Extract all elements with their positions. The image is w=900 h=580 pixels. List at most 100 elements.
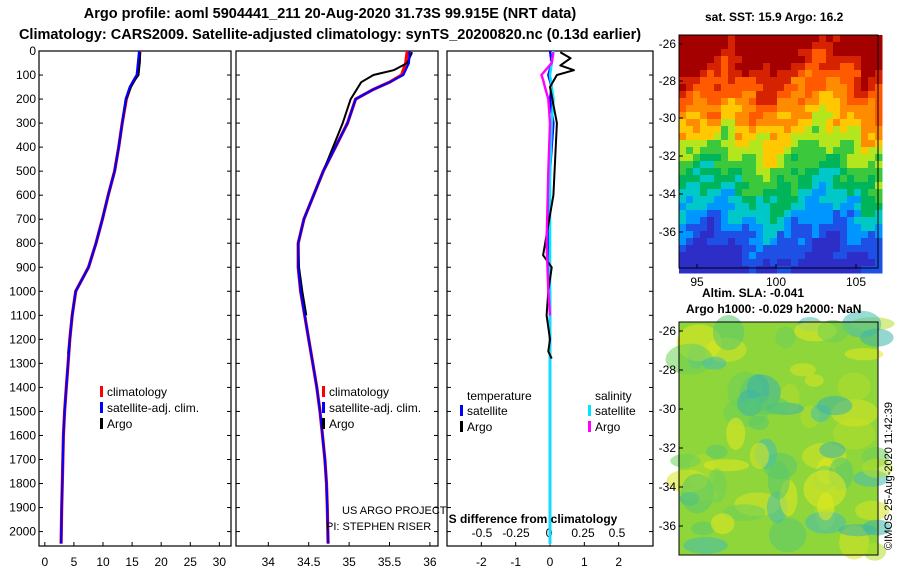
sla-blob <box>705 444 728 459</box>
sst-cell <box>777 112 785 120</box>
sst-cell <box>805 238 813 246</box>
sst-cell <box>693 42 701 50</box>
sst-cell <box>714 70 722 78</box>
sst-cell <box>784 147 792 155</box>
sst-cell <box>875 252 883 260</box>
sst-cell <box>847 105 855 113</box>
sst-cell <box>805 245 813 253</box>
sst-cell <box>679 63 687 71</box>
sst-cell <box>812 154 820 162</box>
sst-cell <box>819 238 827 246</box>
x-tick-label: -1 <box>510 555 521 569</box>
y-tick-label: 900 <box>16 260 36 274</box>
sst-cell <box>777 84 785 92</box>
sst-cell <box>798 259 806 267</box>
sst-cell <box>875 196 883 204</box>
x-tick-secondary-label: 0.25 <box>571 526 595 540</box>
sst-cell <box>700 175 708 183</box>
sst-cell <box>826 189 834 197</box>
sst-cell <box>798 42 806 50</box>
sst-cell <box>833 35 841 43</box>
sst-cell <box>784 119 792 127</box>
sst-cell <box>784 63 792 71</box>
sst-cell <box>707 196 715 204</box>
sst-cell <box>707 266 715 274</box>
sst-cell <box>707 231 715 239</box>
sst-cell <box>847 56 855 64</box>
sst-cell <box>819 161 827 169</box>
sst-cell <box>791 49 799 57</box>
sst-cell <box>763 266 771 274</box>
sst-cell <box>693 245 701 253</box>
sst-cell <box>728 182 736 190</box>
sst-cell <box>686 224 694 232</box>
sst-cell <box>840 168 848 176</box>
sst-cell <box>735 231 743 239</box>
lat-tick-label: -34 <box>659 187 677 201</box>
sst-cell <box>679 70 687 78</box>
sst-cell <box>784 77 792 85</box>
sst-cell <box>763 210 771 218</box>
sst-cell <box>742 210 750 218</box>
sst-cell <box>763 196 771 204</box>
sst-cell <box>714 91 722 99</box>
sst-cell <box>742 231 750 239</box>
legend-swatch <box>100 402 103 413</box>
sst-cell <box>742 182 750 190</box>
sst-cell <box>819 84 827 92</box>
sst-cell <box>777 168 785 176</box>
sst-cell <box>833 238 841 246</box>
sst-cell <box>777 49 785 57</box>
sst-cell <box>861 119 869 127</box>
sst-cell <box>770 119 778 127</box>
sst-cell <box>798 203 806 211</box>
sst-cell <box>749 119 757 127</box>
sst-cell <box>686 105 694 113</box>
sst-cell <box>756 196 764 204</box>
sst-cell <box>854 203 862 211</box>
sst-cell <box>763 175 771 183</box>
sst-cell <box>861 98 869 106</box>
sst-cell <box>707 252 715 260</box>
sst-cell <box>784 189 792 197</box>
sst-cell <box>686 49 694 57</box>
sst-cell <box>791 224 799 232</box>
sla-blob <box>703 459 750 472</box>
sst-cell <box>854 147 862 155</box>
sst-frame <box>678 34 879 269</box>
sst-cell <box>742 63 750 71</box>
sst-cell <box>868 161 876 169</box>
sst-cell <box>742 266 750 274</box>
y-tick-label: 100 <box>16 68 36 82</box>
sst-cell <box>819 42 827 50</box>
sst-cell <box>749 126 757 134</box>
sst-cell <box>826 217 834 225</box>
sst-cell <box>875 175 883 183</box>
sst-cell <box>728 70 736 78</box>
sst-cell <box>868 203 876 211</box>
sst-cell <box>714 49 722 57</box>
sst-cell <box>798 140 806 148</box>
x-tick-secondary-label: -0.5 <box>472 526 493 540</box>
sst-cell <box>784 126 792 134</box>
sst-cell <box>770 224 778 232</box>
series-temperature-argo <box>542 51 575 360</box>
sst-cell <box>679 161 687 169</box>
sst-cell <box>728 238 736 246</box>
sst-cell <box>840 70 848 78</box>
legend-label: satellite <box>467 404 508 418</box>
sst-cell <box>735 266 743 274</box>
sst-cell <box>805 105 813 113</box>
x-tick-label: 36 <box>423 555 437 569</box>
sst-cell <box>686 35 694 43</box>
sst-cell <box>777 77 785 85</box>
sst-cell <box>854 133 862 141</box>
sst-cell <box>784 259 792 267</box>
sst-cell <box>819 126 827 134</box>
sst-cell <box>770 231 778 239</box>
sst-cell <box>791 154 799 162</box>
x-tick-label: 0 <box>41 555 48 569</box>
sst-cell <box>756 56 764 64</box>
sst-cell <box>826 175 834 183</box>
sst-cell <box>805 119 813 127</box>
